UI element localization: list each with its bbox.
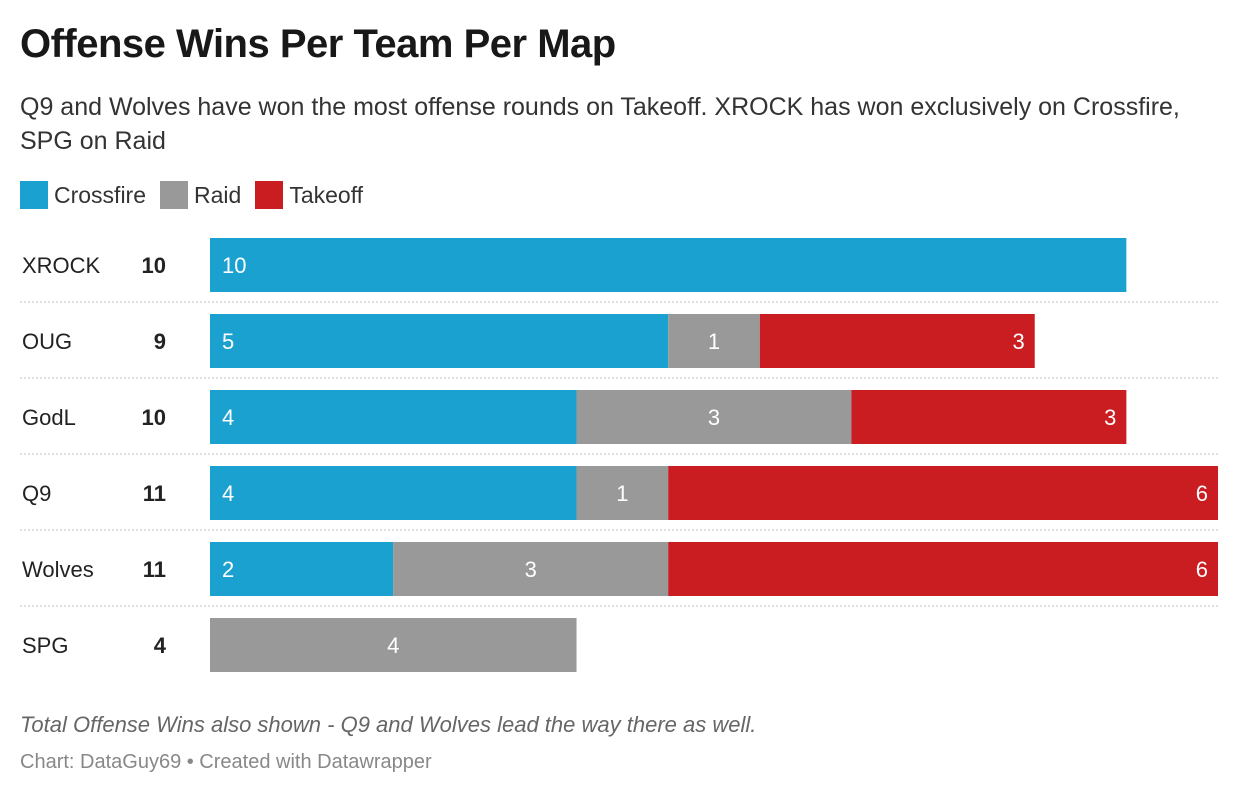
bar-q9-takeoff	[668, 466, 1218, 520]
bar-value-label: 3	[525, 557, 537, 582]
bar-oug-crossfire	[210, 314, 669, 368]
bar-q9-raid	[576, 466, 669, 520]
bar-wolves-crossfire	[210, 542, 394, 596]
bar-godl-crossfire	[210, 390, 577, 444]
legend-swatch	[160, 181, 189, 209]
bar-godl-raid	[576, 390, 852, 444]
row-label-oug: OUG	[22, 329, 72, 354]
legend-swatch	[20, 181, 48, 209]
bar-value-label: 4	[222, 405, 234, 430]
legend-label: Takeoff	[289, 181, 364, 208]
row-label-q9: Q9	[22, 481, 51, 506]
row-label-godl: GodL	[22, 405, 76, 430]
row-total: 11	[143, 557, 166, 582]
bar-value-label: 1	[616, 481, 628, 506]
bar-value-label: 2	[222, 557, 234, 582]
legend: Crossfire Raid Takeoff	[20, 181, 377, 209]
row-label-wolves: Wolves	[22, 557, 94, 582]
bar-xrock-crossfire	[210, 238, 1127, 292]
chart-notes: Total Offense Wins also shown - Q9 and W…	[20, 712, 757, 737]
bar-wolves-takeoff	[668, 542, 1218, 596]
bar-value-label: 3	[1104, 405, 1116, 430]
bar-q9-crossfire	[210, 466, 577, 520]
row-total: 11	[143, 481, 166, 506]
bar-value-label: 3	[1012, 329, 1024, 354]
bar-value-label: 10	[222, 253, 246, 278]
bar-value-label: 1	[708, 329, 720, 354]
legend-label: Crossfire	[54, 181, 147, 208]
bar-value-label: 5	[222, 329, 234, 354]
bar-wolves-raid	[393, 542, 669, 596]
chart-subtitle: Q9 and Wolves have won the most offense …	[20, 93, 1180, 155]
row-label-spg: SPG	[22, 633, 68, 658]
legend-item-raid: Raid	[160, 181, 241, 209]
bar-value-label: 4	[222, 481, 234, 506]
bar-value-label: 4	[387, 633, 399, 658]
legend-item-crossfire: Crossfire	[20, 181, 146, 209]
row-total: 10	[142, 405, 166, 430]
bar-value-label: 3	[708, 405, 720, 430]
row-label-xrock: XROCK	[22, 253, 101, 278]
stacked-bar-chart: XROCK 10 10 OUG 9 5 1 3 GodL 10 4 3 3 Q9 11 4 1 6 Wolves 11…	[20, 238, 1218, 672]
bar-value-label: 6	[1196, 481, 1208, 506]
row-total: 9	[154, 329, 166, 354]
bar-oug-takeoff	[759, 314, 1035, 368]
chart-title: Offense Wins Per Team Per Map	[20, 22, 616, 66]
bar-godl-takeoff	[851, 390, 1127, 444]
row-total: 4	[154, 633, 167, 658]
bar-value-label: 6	[1196, 557, 1208, 582]
legend-swatch	[255, 181, 284, 209]
bar-spg-raid	[210, 618, 577, 672]
row-total: 10	[142, 253, 166, 278]
legend-item-takeoff: Takeoff	[255, 181, 363, 209]
legend-label: Raid	[194, 181, 242, 208]
bar-oug-raid	[668, 314, 760, 368]
chart-source: Chart: DataGuy69 • Created with Datawrap…	[20, 751, 432, 773]
